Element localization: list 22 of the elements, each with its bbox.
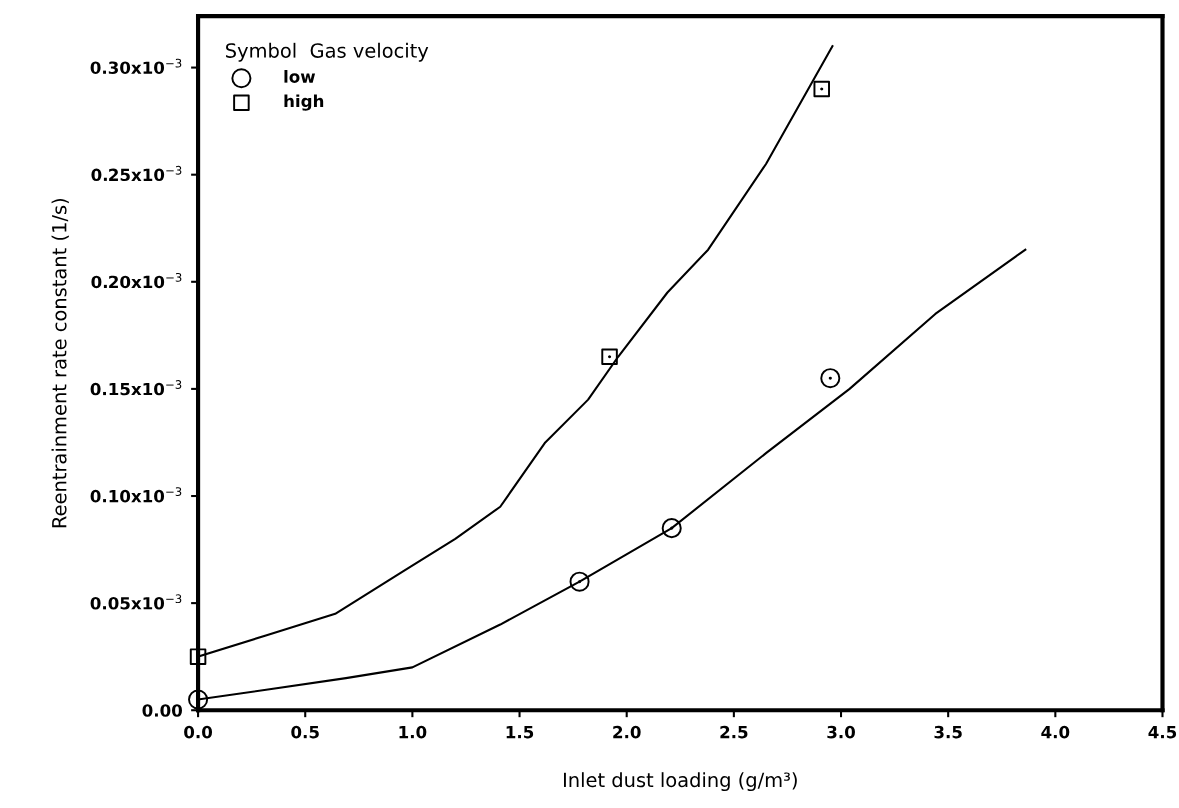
x-tick-label: 0.5: [291, 725, 319, 739]
y-tick-label: 0.15x10$^{−3}$: [90, 380, 182, 396]
y-tick-label: 0.25x10$^{−3}$: [91, 165, 182, 182]
x-tick-label: 4.5: [1148, 726, 1177, 739]
x-axis-title: Inlet dust loading (g/m³): [563, 772, 797, 792]
x-tick-label: 2.5: [720, 725, 748, 739]
x-tick-label: 1.0: [399, 725, 427, 739]
x-tick-label: 3.5: [934, 725, 962, 739]
legend-title: Symbol Gas velocity: [226, 42, 429, 62]
x-tick-label: 0.0: [184, 725, 213, 739]
y-tick-label: 0.20x10$^{−3}$: [91, 272, 182, 289]
y-tick-label: 0.10x10$^{−3}$: [90, 487, 182, 503]
legend-label: low: [284, 69, 316, 83]
x-tick-label: 1.5: [506, 726, 534, 739]
legend-label: high: [284, 94, 324, 111]
y-tick-label: 0.05x10$^{−3}$: [90, 594, 182, 610]
y-tick-label: 0.30x10$^{−3}$: [90, 58, 182, 75]
x-tick-label: 3.0: [827, 725, 855, 739]
y-tick-label: 0.00: [142, 704, 182, 717]
y-axis-title: Reentrainment rate constant (1/s): [51, 198, 69, 528]
x-tick-label: 2.0: [613, 725, 641, 739]
x-tick-label: 4.0: [1041, 725, 1070, 739]
